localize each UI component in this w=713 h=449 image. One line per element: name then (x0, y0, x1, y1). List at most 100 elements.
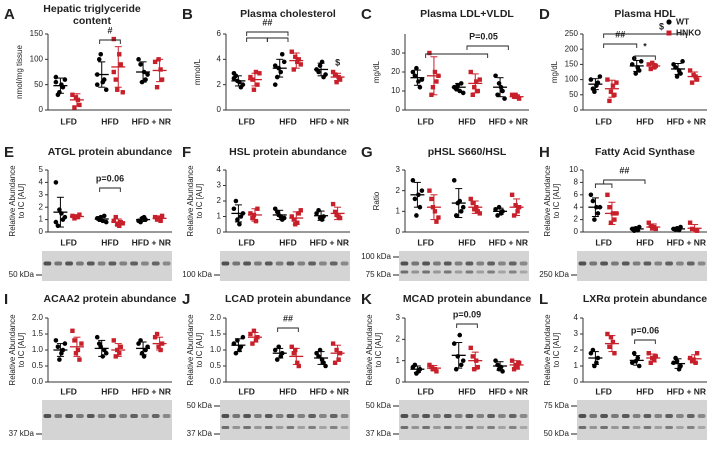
blot-band (697, 261, 706, 266)
blot (42, 400, 172, 440)
blot-band (600, 261, 608, 266)
y-tick-label: 2.0 (210, 313, 222, 322)
blot-band (443, 270, 452, 274)
y-tick-label: 4 (217, 165, 222, 174)
data-point (251, 87, 257, 92)
blot-band (476, 270, 485, 274)
data-point (468, 69, 473, 75)
y-tick-label: 2 (574, 215, 579, 224)
data-point (231, 206, 237, 212)
bracket (277, 327, 299, 332)
data-point (588, 77, 594, 82)
blot-band (243, 414, 251, 418)
blot-band (54, 261, 63, 266)
data-point (136, 57, 141, 62)
data-point (434, 219, 439, 224)
blot-band (130, 414, 138, 418)
data-point (680, 59, 685, 64)
data-point (493, 73, 498, 79)
x-tick-label: HFD (636, 386, 653, 396)
data-point (650, 60, 655, 66)
data-point (430, 367, 436, 372)
blot-band (676, 426, 684, 429)
blot-band (76, 261, 84, 266)
data-point (477, 77, 482, 82)
data-point (337, 77, 343, 82)
blot-band (508, 414, 517, 418)
data-point (434, 79, 439, 84)
data-point (120, 221, 125, 226)
data-point (434, 369, 439, 374)
x-tick-label: HFD (458, 116, 475, 126)
blot-band (589, 414, 598, 418)
y-axis-label: mg/dL (372, 60, 381, 83)
data-point (334, 347, 339, 353)
blot-band (465, 414, 474, 418)
data-point (638, 59, 644, 64)
data-point (138, 62, 143, 67)
x-tick-label: LFD (595, 237, 612, 247)
blot-band (297, 414, 306, 418)
annotation: p=0.06 (631, 325, 659, 335)
marker-label: 75 kDa (366, 270, 392, 279)
y-tick-label: 0 (574, 377, 579, 386)
data-point (470, 354, 475, 359)
data-point (117, 52, 122, 57)
data-point (296, 57, 301, 62)
chart-title: ATGL protein abundance (48, 146, 173, 158)
data-point (53, 219, 59, 225)
data-point (332, 72, 338, 77)
data-point (636, 68, 642, 73)
data-point (111, 218, 116, 224)
annotation: p=0.06 (96, 173, 124, 183)
data-point (419, 77, 425, 82)
marker-label: 50 kDa (366, 401, 392, 410)
x-tick-label: HFD + NR (489, 116, 528, 126)
data-point (296, 363, 301, 369)
data-point (152, 59, 158, 65)
blot-band (308, 426, 316, 429)
y-tick-label: 2 (396, 334, 401, 343)
y-tick-label: 3 (39, 190, 44, 199)
x-tick-label: HFD (458, 237, 475, 247)
blot-band (340, 414, 349, 418)
data-point (255, 82, 260, 87)
data-point (513, 202, 518, 208)
blot (42, 251, 172, 281)
blot-band (329, 426, 338, 429)
data-point (295, 59, 300, 65)
blot-band (264, 414, 273, 418)
blot-band (433, 414, 441, 418)
data-point (678, 71, 683, 76)
data-point (460, 358, 466, 363)
data-point (457, 332, 463, 338)
marker-label: 37 kDa (187, 429, 213, 438)
data-point (291, 351, 296, 356)
data-point (332, 360, 338, 365)
blot-band (476, 414, 485, 418)
blot-band (686, 426, 695, 429)
blot-band (411, 414, 420, 418)
data-point (237, 221, 242, 227)
blot-band (654, 261, 663, 266)
annotation: p=0.09 (453, 309, 481, 319)
y-axis-label: to IC [AU] (195, 333, 204, 368)
y-tick-label: 1.0 (32, 345, 44, 354)
data-point (75, 347, 81, 353)
data-point (636, 363, 642, 369)
data-point (96, 57, 102, 62)
y-tick-label: 150 (565, 60, 579, 69)
data-point (516, 360, 522, 365)
blot-band (308, 414, 316, 418)
data-point (496, 204, 502, 210)
blot-band (487, 270, 495, 274)
x-tick-label: HFD (636, 116, 653, 126)
y-axis-label: Relative Abundance (543, 165, 552, 237)
data-point (458, 209, 464, 214)
blot-band (665, 414, 673, 418)
y-tick-label: 1.5 (210, 329, 222, 338)
data-point (453, 213, 459, 218)
data-point (248, 211, 253, 216)
y-tick-label: 2.0 (32, 313, 44, 322)
data-point (111, 338, 116, 343)
